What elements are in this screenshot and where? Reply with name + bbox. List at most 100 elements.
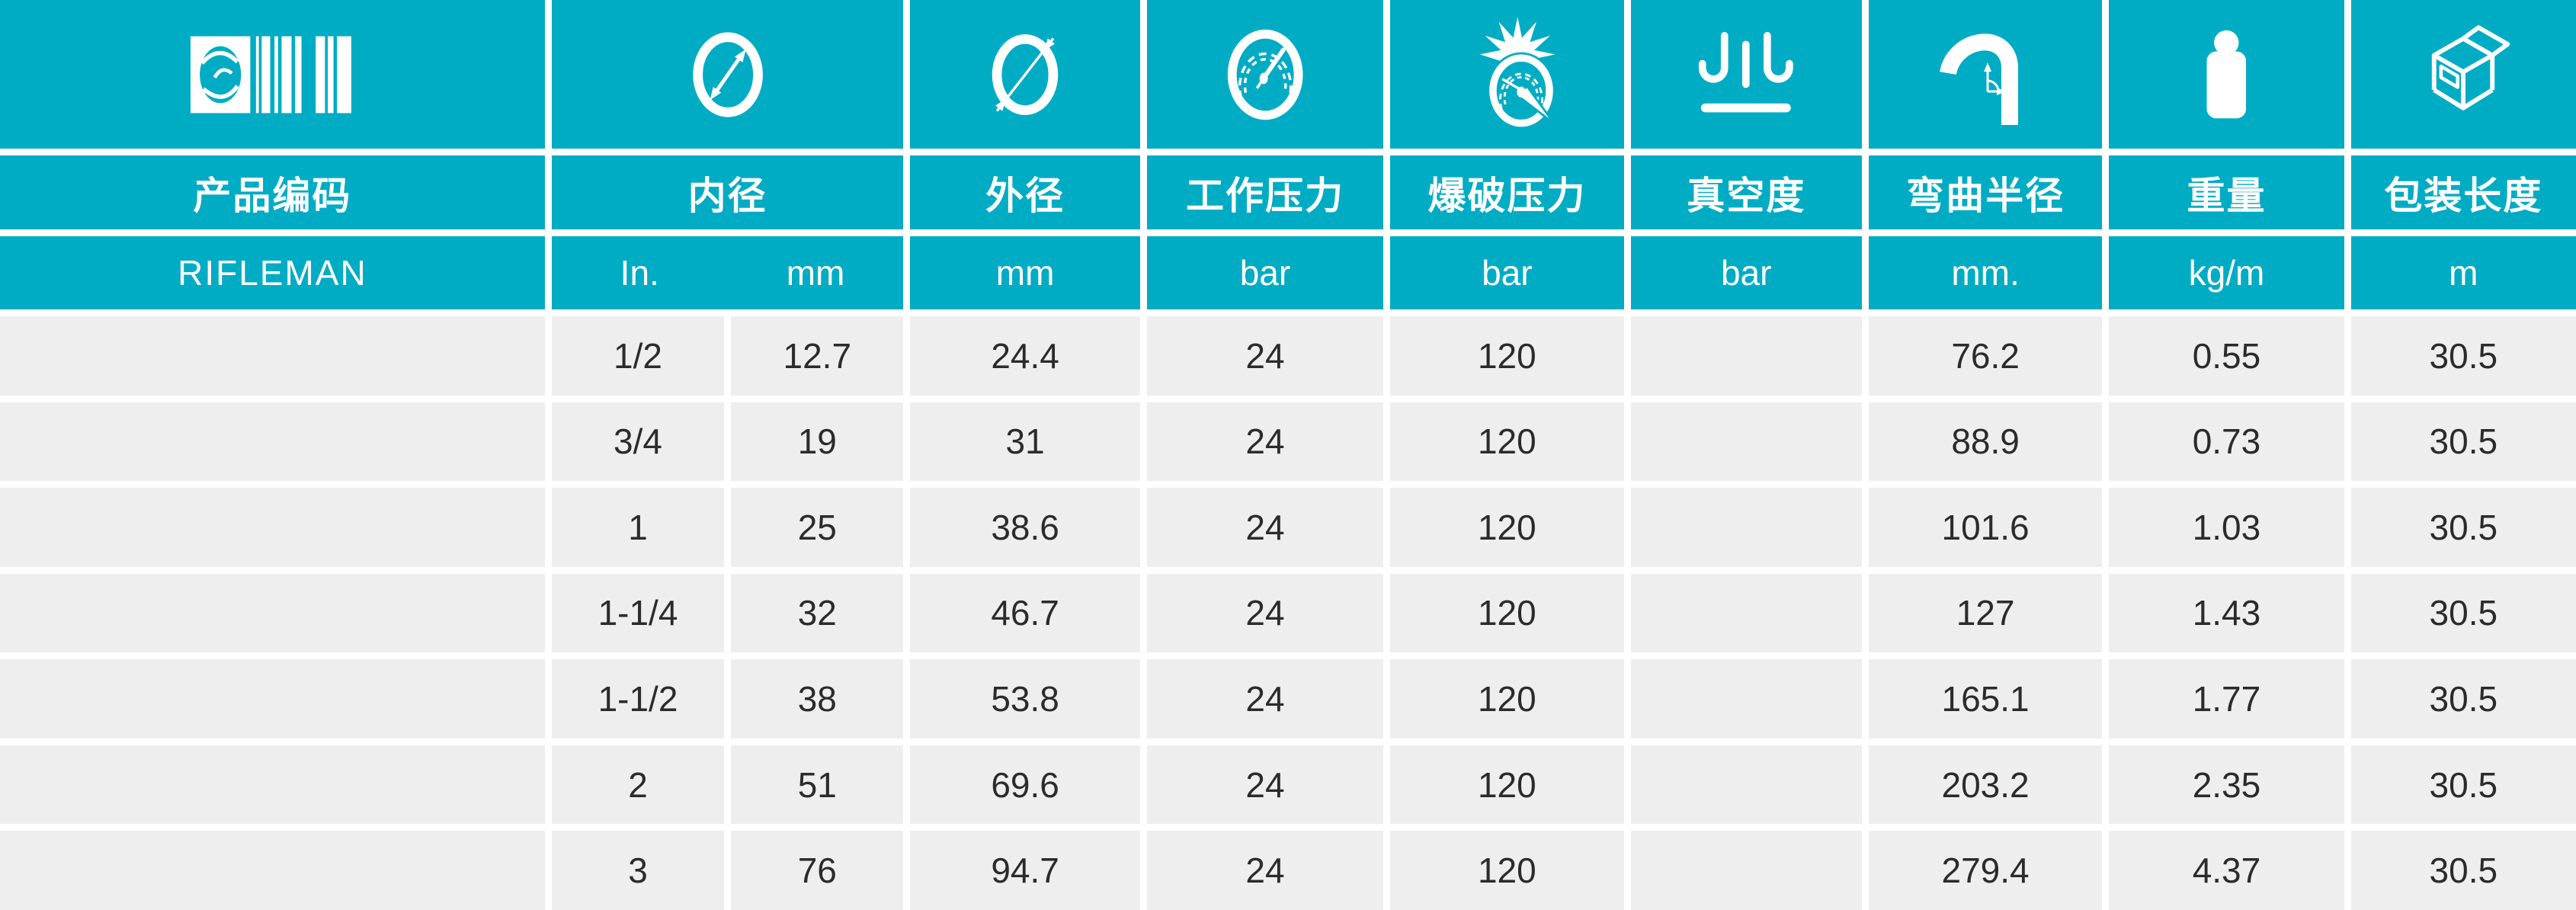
cell-weight: 0.73 (2109, 402, 2344, 482)
unit-package-length: m (2350, 236, 2576, 309)
cell-weight: 1.03 (2109, 488, 2344, 567)
cell-package-length: 30.5 (2350, 745, 2576, 825)
cell-outer-diameter: 38.6 (910, 488, 1140, 567)
cell-weight: 0.55 (2109, 316, 2344, 396)
unit-working-pressure: bar (1146, 236, 1384, 309)
cell-outer-diameter: 31 (910, 402, 1140, 482)
cell-vacuum (1630, 488, 1862, 567)
cell-inner-diameter-mm: 51 (731, 745, 904, 825)
cell-vacuum (1630, 659, 1862, 739)
header-outer-diameter: 外径 (910, 155, 1140, 229)
cell-inner-diameter-mm: 12.7 (731, 316, 904, 396)
cell-product-code (0, 316, 545, 396)
cell-weight: 1.77 (2109, 659, 2344, 739)
outer-diameter-icon-cell (910, 0, 1140, 149)
cell-inner-diameter-mm: 76 (731, 831, 904, 910)
cell-vacuum (1630, 402, 1862, 482)
cell-outer-diameter: 53.8 (910, 659, 1140, 739)
cell-package-length: 30.5 (2350, 573, 2576, 653)
cell-outer-diameter: 94.7 (910, 831, 1140, 910)
header-product-code: 产品编码 (0, 155, 545, 229)
cell-package-length: 30.5 (2350, 659, 2576, 739)
unit-weight: kg/m (2109, 236, 2344, 309)
cell-bend-radius: 88.9 (1868, 402, 2103, 482)
cell-product-code (0, 488, 545, 567)
cell-package-length: 30.5 (2350, 831, 2576, 910)
cell-inner-diameter-in: 1-1/2 (551, 659, 725, 739)
header-burst-pressure: 爆破压力 (1390, 155, 1624, 229)
cell-package-length: 30.5 (2350, 488, 2576, 567)
weight-icon-cell (2109, 0, 2344, 149)
package-box-icon-cell (2350, 0, 2576, 149)
unit-inner-diameter-in: In. (620, 253, 659, 293)
cell-product-code (0, 745, 545, 825)
unit-inner-diameter-mm: mm (786, 253, 845, 293)
header-weight: 重量 (2109, 155, 2344, 229)
cell-weight: 2.35 (2109, 745, 2344, 825)
cell-bend-radius: 76.2 (1868, 316, 2103, 396)
cell-outer-diameter: 24.4 (910, 316, 1140, 396)
cell-bend-radius: 279.4 (1868, 831, 2103, 910)
cell-bend-radius: 101.6 (1868, 488, 2103, 567)
cell-burst-pressure: 120 (1390, 488, 1624, 567)
cell-inner-diameter-in: 3/4 (551, 402, 725, 482)
cell-burst-pressure: 120 (1390, 659, 1624, 739)
header-inner-diameter: 内径 (551, 155, 904, 229)
cell-vacuum (1630, 831, 1862, 910)
pressure-gauge-icon (1227, 29, 1303, 120)
cell-bend-radius: 165.1 (1868, 659, 2103, 739)
inner-diameter-icon (692, 31, 763, 117)
cell-working-pressure: 24 (1146, 745, 1384, 825)
cell-weight: 1.43 (2109, 573, 2344, 653)
cell-weight: 4.37 (2109, 831, 2344, 910)
unit-inner-diameter: In. mm (551, 236, 904, 309)
header-vacuum: 真空度 (1630, 155, 1862, 229)
logo-barcode-icon (191, 36, 352, 113)
unit-vacuum: bar (1630, 236, 1862, 309)
header-bend-radius: 弯曲半径 (1868, 155, 2103, 229)
cell-inner-diameter-mm: 38 (731, 659, 904, 739)
cell-package-length: 30.5 (2350, 402, 2576, 482)
cell-product-code (0, 402, 545, 482)
cell-inner-diameter-in: 1 (551, 488, 725, 567)
inner-diameter-icon-cell (551, 0, 904, 149)
cell-burst-pressure: 120 (1390, 402, 1624, 482)
logo-barcode-cell (0, 0, 545, 149)
cell-outer-diameter: 46.7 (910, 573, 1140, 653)
cell-outer-diameter: 69.6 (910, 745, 1140, 825)
cell-burst-pressure: 120 (1390, 316, 1624, 396)
cell-bend-radius: 127 (1868, 573, 2103, 653)
header-working-pressure: 工作压力 (1146, 155, 1384, 229)
cell-working-pressure: 24 (1146, 488, 1384, 567)
bend-radius-icon (1940, 33, 2019, 125)
cell-inner-diameter-mm: 19 (731, 402, 904, 482)
cell-inner-diameter-in: 1/2 (551, 316, 725, 396)
cell-bend-radius: 203.2 (1868, 745, 2103, 825)
cell-inner-diameter-mm: 25 (731, 488, 904, 567)
burst-gauge-icon-cell (1390, 0, 1624, 149)
vacuum-icon (1699, 31, 1794, 112)
cell-vacuum (1630, 745, 1862, 825)
cell-inner-diameter-mm: 32 (731, 573, 904, 653)
cell-product-code (0, 659, 545, 739)
burst-gauge-icon (1480, 16, 1556, 129)
cell-product-code (0, 831, 545, 910)
cell-product-code (0, 573, 545, 653)
cell-working-pressure: 24 (1146, 573, 1384, 653)
unit-bend-radius: mm. (1868, 236, 2103, 309)
cell-working-pressure: 24 (1146, 659, 1384, 739)
cell-working-pressure: 24 (1146, 831, 1384, 910)
cell-inner-diameter-in: 2 (551, 745, 725, 825)
bend-radius-icon-cell (1868, 0, 2103, 149)
cell-vacuum (1630, 316, 1862, 396)
cell-vacuum (1630, 573, 1862, 653)
pressure-gauge-icon-cell (1146, 0, 1384, 149)
cell-working-pressure: 24 (1146, 316, 1384, 396)
cell-burst-pressure: 120 (1390, 745, 1624, 825)
unit-outer-diameter: mm (910, 236, 1140, 309)
vacuum-icon-cell (1630, 0, 1862, 149)
cell-package-length: 30.5 (2350, 316, 2576, 396)
package-box-icon (2432, 24, 2510, 111)
product-series-name: RIFLEMAN (0, 236, 545, 309)
